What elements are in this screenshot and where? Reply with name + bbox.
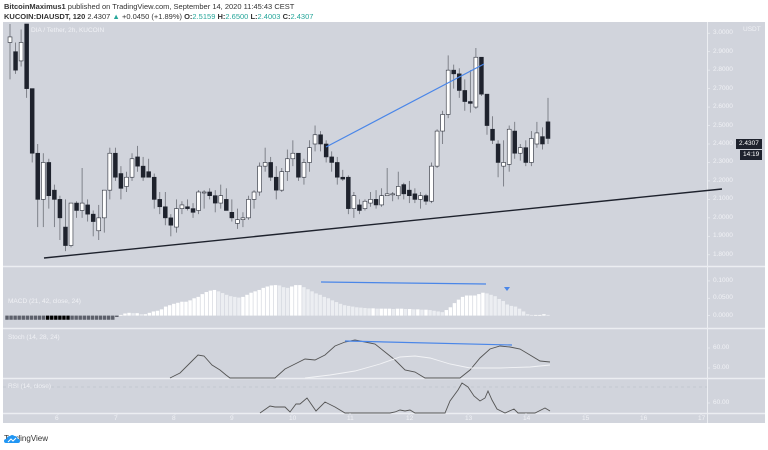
price-axis-tick: 2.1000: [713, 195, 733, 203]
time-axis-tick: 12: [406, 415, 414, 422]
currency-label: USDT: [743, 26, 761, 33]
high-value: 2.6500: [225, 12, 249, 21]
price-axis-tick: 2.3000: [713, 158, 733, 166]
low-value: 2.4003: [257, 12, 281, 21]
price-axis-tick: 3.0000: [713, 29, 733, 37]
tradingview-logo[interactable]: TradingView: [4, 434, 48, 443]
oscillator-axis-tick: 50.00: [713, 364, 730, 371]
author-name[interactable]: BitcoinMaximus1: [4, 2, 66, 11]
symbol-label: KUCOIN:DIAUSDT, 120: [4, 12, 86, 21]
macd-axis-tick: 0.1000: [713, 276, 733, 284]
time-axis-tick: 6: [55, 415, 59, 422]
price-axis-tick: 2.7000: [713, 84, 733, 92]
open-label: O:: [184, 12, 193, 21]
time-axis-tick: 8: [172, 415, 176, 422]
ohlc-line: KUCOIN:DIAUSDT, 120 2.4307 ▲ +0.0450 (+1…: [4, 12, 313, 22]
macd-axis-tick: 0.0000: [713, 311, 733, 319]
close-value: 2.4307: [290, 12, 314, 21]
last-price: 2.4307: [87, 12, 111, 21]
main-pane-title: DIA / Tether, 2h, KUCOIN: [31, 27, 105, 34]
low-label: L:: [250, 12, 258, 21]
price-axis-tick: 2.6000: [713, 103, 733, 111]
bar-countdown-tag: 14:19: [740, 150, 763, 160]
time-axis-tick: 15: [582, 415, 590, 422]
time-axis-tick: 14: [523, 415, 531, 422]
open-value: 2.5159: [192, 12, 216, 21]
oscillator-axis-tick: 60.00: [713, 344, 730, 351]
rsi-pane-title: RSI (14, close): [8, 383, 51, 390]
time-axis-tick: 11: [347, 415, 354, 422]
chart-canvas[interactable]: [3, 22, 765, 423]
time-axis-tick: 17: [698, 415, 706, 422]
price-axis-tick: 2.4000: [713, 140, 733, 147]
price-axis-tick: 2.0000: [713, 213, 733, 221]
chart-header: BitcoinMaximus1 published on TradingView…: [4, 2, 313, 22]
time-axis-tick: 10: [289, 415, 297, 422]
macd-axis-tick: 0.0500: [713, 294, 733, 302]
time-axis-tick: 13: [465, 415, 473, 422]
chart-area[interactable]: DIA / Tether, 2h, KUCOIN USDT MACD (21, …: [3, 22, 765, 423]
macd-pane-title: MACD (21, 42, close, 24): [8, 298, 81, 305]
time-axis-tick: 16: [640, 415, 648, 422]
stoch-pane-title: Stoch (14, 28, 24): [8, 334, 60, 341]
price-axis-tick: 2.5000: [713, 121, 733, 129]
oscillator-axis-tick: 60.00: [713, 399, 730, 406]
publish-line: BitcoinMaximus1 published on TradingView…: [4, 2, 313, 12]
published-text: published on TradingView.com, September …: [67, 2, 295, 11]
price-axis-tick: 1.9000: [713, 232, 733, 240]
price-axis-tick: 2.2000: [713, 176, 733, 184]
cloud-logo-icon: [4, 435, 20, 443]
up-arrow-icon: ▲: [112, 12, 120, 21]
close-label: C:: [282, 12, 291, 21]
brand-name: TradingView: [4, 434, 49, 443]
price-axis-tick: 2.8000: [713, 66, 733, 74]
last-price-tag: 2.4307: [736, 139, 762, 149]
high-label: H:: [217, 12, 226, 21]
price-axis-tick: 2.9000: [713, 47, 733, 55]
time-axis-tick: 7: [114, 415, 118, 422]
change-value: +0.0450 (+1.89%): [121, 12, 182, 21]
price-axis-tick: 1.8000: [713, 250, 733, 258]
time-axis-tick: 9: [230, 415, 234, 422]
